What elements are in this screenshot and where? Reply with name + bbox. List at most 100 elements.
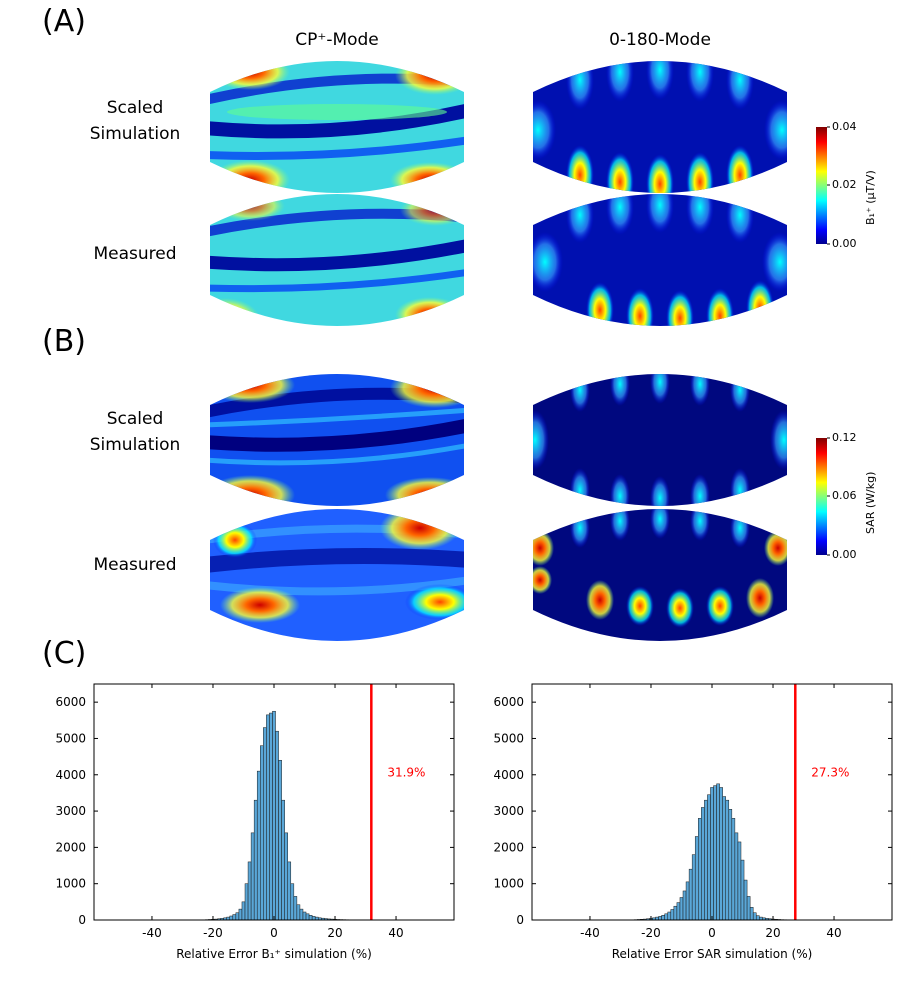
histogram-bar (232, 914, 237, 921)
y-tick-label: 3000 (55, 804, 86, 818)
x-tick-label: 0 (270, 926, 278, 940)
histogram-bar (734, 832, 739, 921)
histogram-bar (725, 799, 730, 921)
y-tick-label: 2000 (55, 840, 86, 854)
histogram-bar (731, 818, 736, 921)
histogram-bar (281, 799, 285, 921)
histogram-bar (707, 794, 711, 921)
colorbar-sar-title: SAR (W/kg) (864, 471, 877, 534)
histogram-bar (661, 915, 665, 921)
histogram-bar (256, 770, 261, 921)
x-tick-label: -20 (203, 926, 223, 940)
colorbar-b1-min: 0.00 (832, 237, 857, 250)
histogram-bar (260, 745, 264, 921)
histogram-bar (701, 807, 705, 921)
histogram-bar (752, 912, 757, 921)
colorbar-sar (816, 438, 827, 555)
y-tick-label: 0 (516, 913, 524, 927)
colorbar-b1-title: B₁⁺ (μT/V) (864, 170, 877, 225)
colorbar-b1-mid: 0.02 (832, 178, 857, 191)
x-axis-label: Relative Error B₁⁺ simulation (%) (176, 947, 372, 961)
histogram-bar (308, 915, 313, 921)
y-tick-label: 1000 (55, 877, 86, 891)
map-sar-cp-measured (210, 509, 464, 641)
x-axis-label: Relative Error SAR simulation (%) (612, 947, 813, 961)
x-tick-label: 40 (826, 926, 841, 940)
histogram-bar (704, 799, 708, 921)
y-tick-label: 6000 (55, 695, 86, 709)
colorbar-sar-min: 0.00 (832, 548, 857, 561)
y-tick-label: 5000 (55, 731, 86, 745)
histogram-bar (287, 861, 292, 921)
histogram-bar (266, 714, 270, 921)
x-tick-label: -40 (580, 926, 600, 940)
map-b1-cp-measured (210, 194, 464, 326)
histogram-bar (305, 913, 310, 921)
histogram-bar (275, 730, 279, 921)
histogram-bar (235, 912, 240, 921)
map-sar-0180-simulation (533, 374, 787, 506)
histogram-bar (743, 879, 748, 921)
y-tick-label: 5000 (493, 731, 524, 745)
histogram-bar (278, 759, 282, 921)
row-label-b-simulation: Scaled Simulation (89, 409, 181, 455)
histogram-bar (290, 883, 295, 921)
y-tick-label: 4000 (493, 768, 524, 782)
histogram-bar (658, 916, 662, 921)
histogram-bar (250, 832, 255, 921)
row-label-b-measured: Measured (93, 555, 177, 575)
histogram-bar (716, 783, 720, 921)
colorbar-b1-max: 0.04 (832, 120, 857, 133)
histogram-bar (749, 907, 754, 921)
histogram-b1-error: 31.9% -40 -20 0 20 40 0 1000 2000 3000 4000 5000 600… (55, 683, 455, 961)
histogram-bar (688, 868, 693, 921)
x-tick-label: 40 (388, 926, 403, 940)
row-label-a-simulation: Scaled Simulation (89, 98, 181, 144)
map-b1-0180-measured (533, 194, 787, 326)
y-tick-label: 2000 (493, 840, 524, 854)
map-b1-0180-simulation (533, 61, 787, 193)
histogram-bar (698, 818, 702, 921)
y-tick-label: 3000 (493, 804, 524, 818)
histogram-bar (740, 859, 745, 921)
column-header-cp-mode: CP⁺-Mode (295, 30, 379, 50)
histogram-bar (247, 861, 252, 921)
threshold-label: 27.3% (811, 766, 849, 780)
panel-label-a: (A) (42, 4, 86, 39)
histogram-bar (694, 836, 699, 921)
histogram-bar (713, 785, 717, 921)
column-header-0180-mode: 0-180-Mode (609, 30, 711, 50)
histogram-bar (728, 809, 733, 921)
histogram-bar (244, 883, 249, 921)
histogram-bar (667, 911, 672, 921)
histogram-bar (685, 881, 690, 921)
histogram-bar (682, 890, 687, 921)
histogram-bar (269, 712, 273, 921)
histogram-bar (676, 902, 681, 921)
histogram-bar (737, 841, 742, 921)
histogram-bar (284, 832, 288, 921)
histogram-bar (272, 710, 276, 921)
y-tick-label: 6000 (493, 695, 524, 709)
y-tick-label: 0 (78, 913, 86, 927)
histogram-bar (241, 901, 246, 921)
x-tick-label: 20 (765, 926, 780, 940)
histogram-bar (719, 787, 723, 921)
histogram-bar (710, 787, 714, 921)
colorbar-b1 (816, 127, 827, 244)
histogram-bar (253, 799, 258, 921)
map-sar-0180-measured (533, 509, 787, 641)
panel-label-b: (B) (42, 324, 86, 359)
histogram-bar (670, 909, 675, 921)
histogram-bar (293, 896, 298, 921)
histogram-bar (296, 904, 301, 921)
histogram-bar (755, 915, 760, 921)
histogram-bar (664, 913, 669, 921)
x-tick-label: -20 (641, 926, 661, 940)
histogram-bar (673, 905, 678, 921)
histogram-bar (311, 916, 316, 921)
histogram-bar (302, 911, 307, 921)
y-tick-label: 4000 (55, 768, 86, 782)
map-sar-cp-simulation (210, 374, 464, 506)
